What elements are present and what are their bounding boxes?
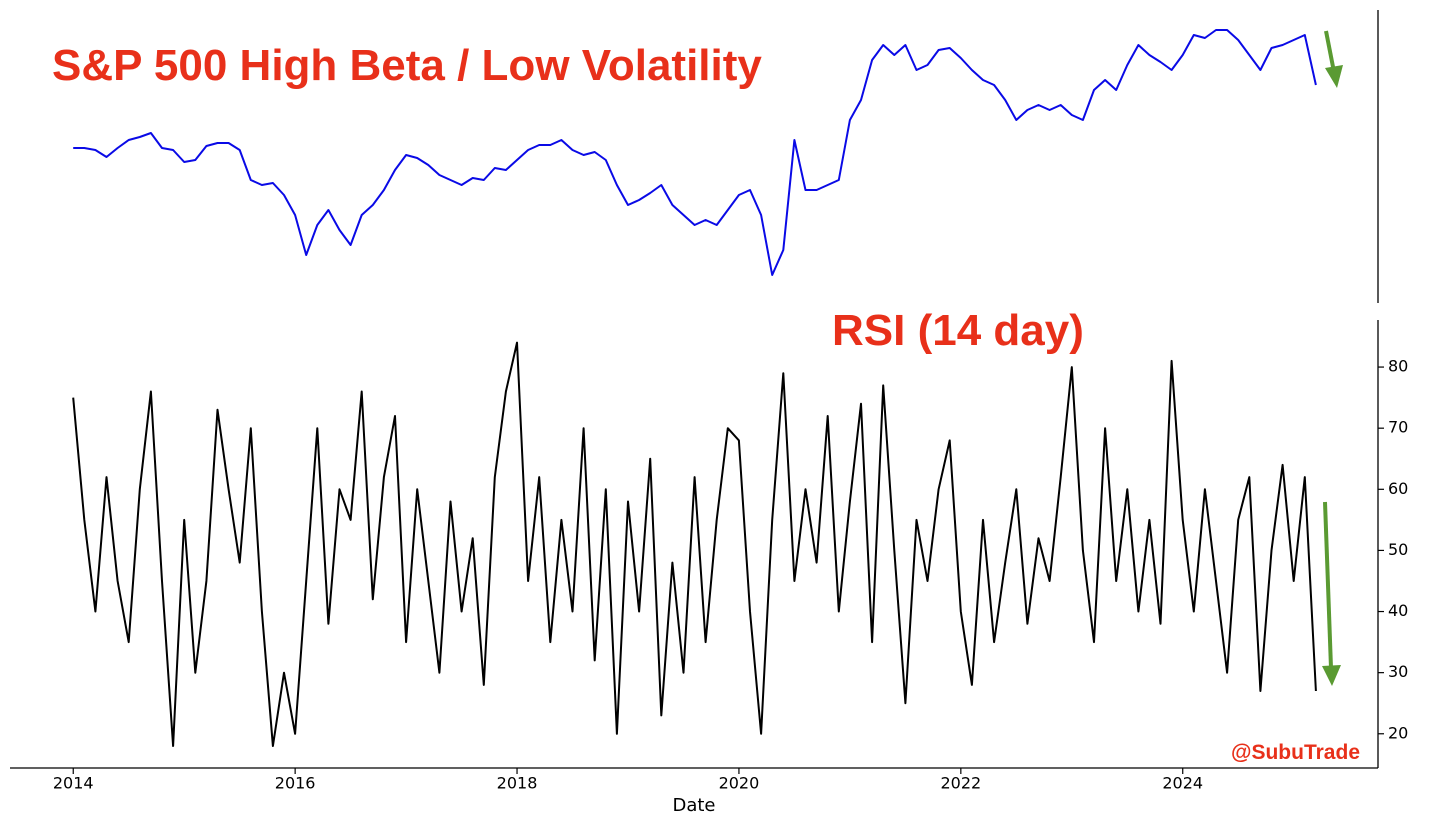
x-tick-label: 2018 [497,774,538,793]
arrow-bottom [1322,501,1341,686]
y-tick-label: 40 [1388,601,1408,620]
y-tick-label: 60 [1388,479,1408,498]
series-line [72,341,1317,747]
watermark: @SubuTrade [1231,741,1360,764]
arrow-top [1324,30,1343,88]
panel-title: RSI (14 day) [832,306,1084,355]
y-tick-label: 70 [1388,418,1408,437]
x-tick-label: 2016 [275,774,316,793]
x-tick-label: 2024 [1162,774,1203,793]
y-tick-label: 20 [1388,723,1408,742]
y-tick-label: 80 [1388,357,1408,376]
x-tick-label: 2022 [940,774,981,793]
y-tick-label: 50 [1388,540,1408,559]
chart-title: S&P 500 High Beta / Low Volatility [52,41,762,90]
series-line [73,29,1317,276]
x-tick-label: 2020 [719,774,760,793]
x-tick-label: 2014 [53,774,94,793]
x-axis-label: Date [672,795,715,816]
y-tick-label: 30 [1388,662,1408,681]
